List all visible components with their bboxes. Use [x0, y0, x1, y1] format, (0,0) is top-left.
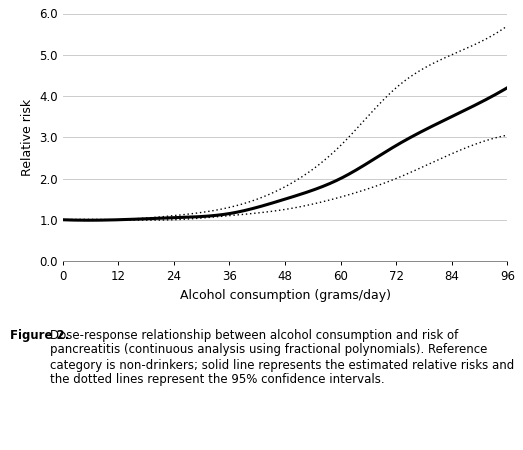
X-axis label: Alcohol consumption (grams/day): Alcohol consumption (grams/day)	[179, 288, 391, 302]
Text: Figure 2.: Figure 2.	[10, 328, 70, 342]
Text: Dose-response relationship between alcohol consumption and risk of pancreatitis : Dose-response relationship between alcoh…	[50, 328, 514, 387]
Y-axis label: Relative risk: Relative risk	[21, 99, 33, 176]
